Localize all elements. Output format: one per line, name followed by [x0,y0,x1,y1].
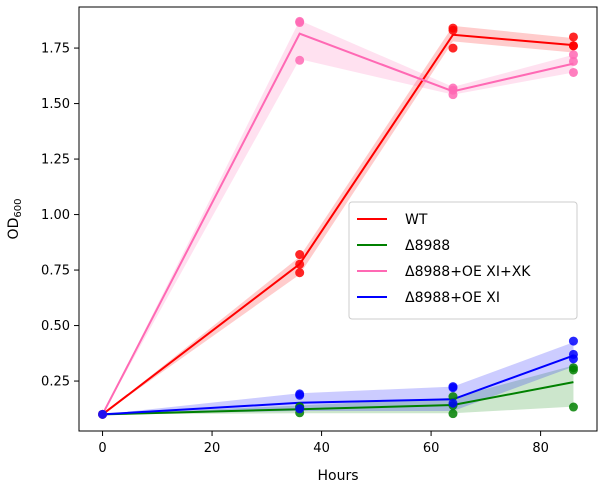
y-tick-label: 1.00 [41,208,70,223]
line-series-3 [102,354,574,416]
x-tick-label: 40 [313,441,330,456]
y-tick-label: 1.50 [41,97,70,112]
point-series-3-3 [295,404,305,414]
y-axis-label-main: OD [6,218,22,240]
point-series-0-2 [295,259,305,269]
point-series-3-9 [568,354,578,364]
point-series-0-7 [568,32,578,42]
x-axis-label: Hours [317,468,358,484]
point-series-1-7 [568,402,578,412]
point-series-1-6 [448,392,458,402]
point-series-0-1 [295,250,305,260]
y-tick-label: 1.25 [41,153,70,168]
plot-frame [78,6,598,432]
legend-box [348,201,578,320]
point-series-0-5 [448,25,458,35]
legend-label-3: Δ8988+OE XI [405,290,500,306]
series-lines [101,32,574,416]
x-tick-label: 80 [532,441,549,456]
point-series-2-8 [568,56,578,66]
legend-label-2: Δ8988+OE XI+XK [405,264,531,280]
point-series-3-6 [448,398,458,408]
point-series-0-9 [568,41,578,51]
point-series-0-6 [448,43,458,53]
line-series-0 [101,33,574,416]
line-series-2 [101,32,574,415]
point-series-3-7 [568,336,578,346]
point-series-2-6 [448,90,458,100]
x-tick-label: 20 [204,441,221,456]
x-tick-label: 0 [98,441,106,456]
series-points [98,16,578,419]
point-series-0-3 [295,268,305,278]
point-series-1-9 [568,363,578,373]
point-series-3-0 [98,409,108,419]
point-series-2-7 [568,50,578,60]
y-axis-ticks: 0.25 0.50 0.75 1.00 1.25 1.50 1.75 [41,42,79,390]
x-axis-ticks: 0 20 40 60 80 [98,431,549,456]
point-series-2-9 [568,67,578,77]
y-tick-label: 1.75 [41,42,70,57]
legend-label-0: WT [405,212,428,228]
y-axis-label: OD600 [6,199,24,240]
x-tick-label: 60 [423,441,440,456]
point-series-1-4 [448,409,458,419]
y-tick-label: 0.50 [41,319,70,334]
point-series-3-5 [448,383,458,393]
y-axis-label-subscript: 600 [13,199,24,218]
point-series-2-3 [295,55,305,65]
point-series-2-2 [295,18,305,28]
point-series-3-2 [295,390,305,400]
legend-label-1: Δ8988 [405,238,450,254]
legend: WT Δ8988 Δ8988+OE XI+XK Δ8988+OE XI [348,201,578,320]
line-series-1 [102,381,574,416]
y-tick-label: 0.25 [41,375,70,390]
y-tick-label: 0.75 [41,264,70,279]
